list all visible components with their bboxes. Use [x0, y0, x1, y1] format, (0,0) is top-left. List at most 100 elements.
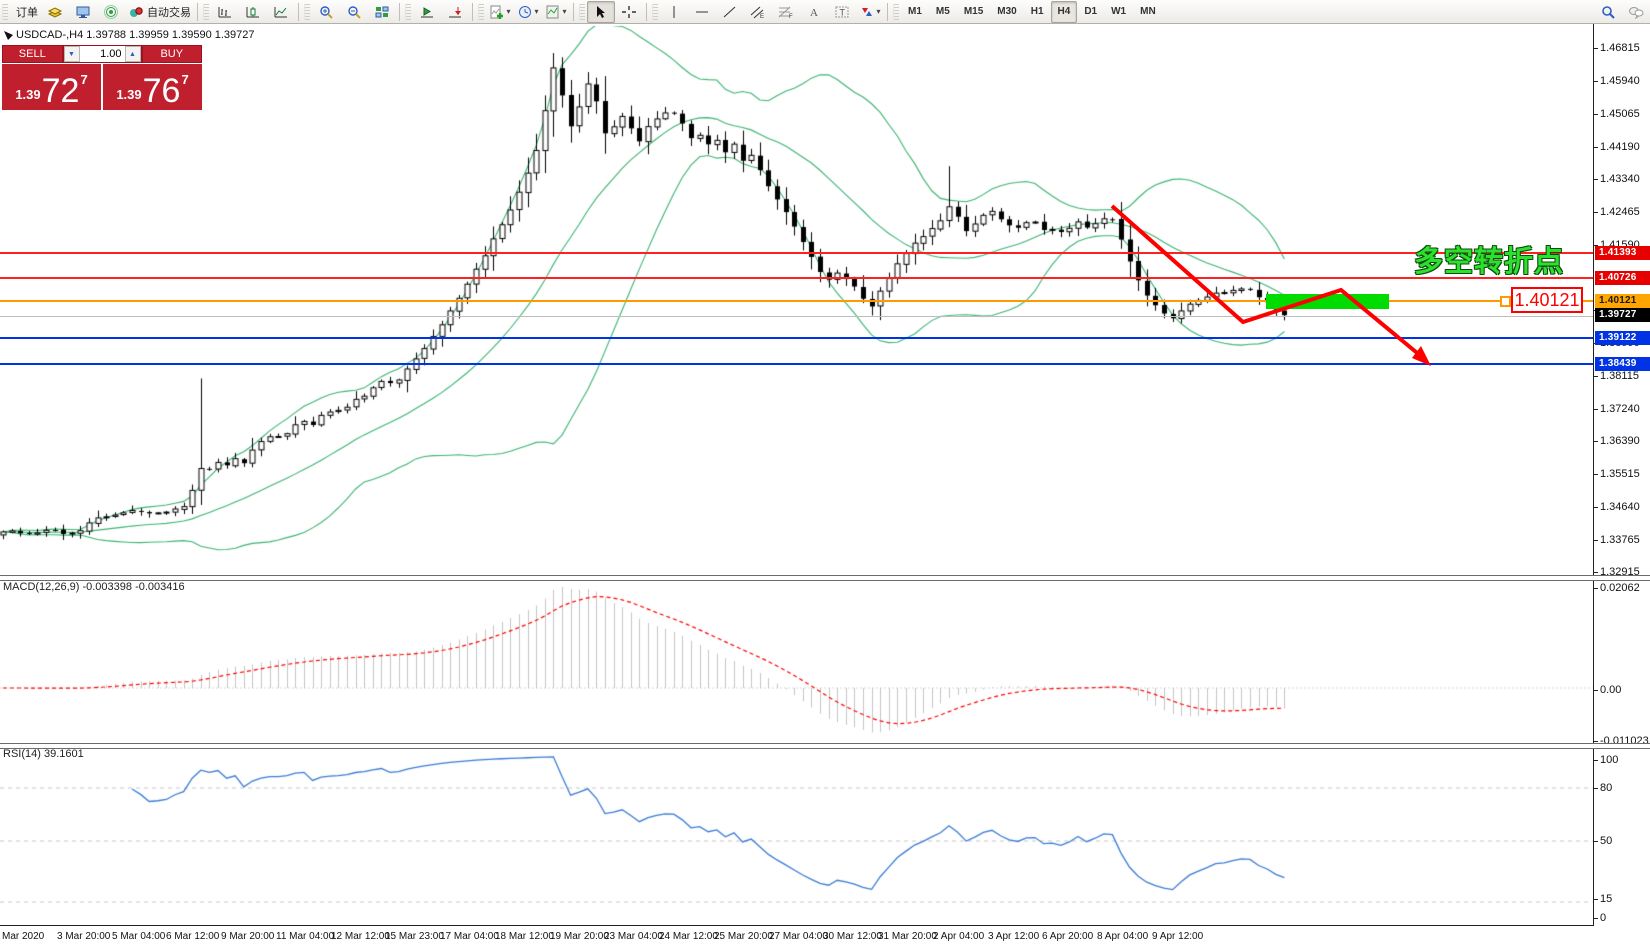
hline-1.38439[interactable] [0, 363, 1593, 365]
crosshair-button[interactable] [615, 1, 643, 23]
callout-anchor-marker [1500, 296, 1511, 307]
buy-button[interactable]: BUY [141, 45, 202, 63]
trend-line-button[interactable] [716, 1, 744, 23]
trend-icon [722, 5, 738, 19]
vline-icon [666, 5, 682, 19]
timeframe-d1-button[interactable]: D1 [1084, 6, 1098, 17]
autotrade-icon [128, 5, 144, 19]
search-button[interactable] [1594, 1, 1622, 23]
chart-shift-button[interactable] [441, 1, 469, 23]
price-tick-1.33765: 1.33765 [1600, 534, 1640, 546]
toolbar-separator [197, 2, 198, 21]
axis-tickmark [1593, 212, 1598, 213]
indicators-button[interactable]: ▾ [486, 1, 514, 23]
timeframe-m5-button[interactable]: M5 [935, 6, 950, 17]
market-book-button[interactable] [41, 1, 69, 23]
vertical-line-button[interactable] [660, 1, 688, 23]
volume-down-button[interactable]: ▼ [63, 46, 80, 62]
hline-1.39122[interactable] [0, 337, 1593, 339]
volume-up-button[interactable]: ▲ [124, 46, 141, 62]
chart-canvas[interactable] [0, 24, 1650, 948]
zoomout-icon [346, 5, 362, 19]
timeframe-m15-button[interactable]: M15 [963, 6, 984, 17]
equidistant-channel-button[interactable]: E [744, 1, 772, 23]
support-zone-rect[interactable] [1266, 294, 1389, 309]
time-label: 15 Mar 23:00 [385, 931, 444, 942]
timeframe-h1-button[interactable]: H1 [1030, 6, 1044, 17]
auto-trading-button[interactable]: 自动交易 [125, 1, 194, 23]
addind-icon [489, 5, 505, 19]
fibonacci-button[interactable]: F [772, 1, 800, 23]
periods-button[interactable]: ▾ [514, 1, 542, 23]
cursor-button[interactable] [587, 0, 615, 23]
auto-scroll-button[interactable] [413, 1, 441, 23]
candle-chart-button[interactable] [239, 1, 267, 23]
volume-input[interactable] [79, 46, 125, 62]
terminal-button[interactable] [69, 1, 97, 23]
sell-price[interactable]: 1.39 72 7 [2, 64, 101, 110]
chevron-down-icon: ▾ [876, 7, 881, 16]
buy-price[interactable]: 1.39 76 7 [103, 64, 202, 110]
bar-chart-button[interactable] [211, 1, 239, 23]
macd-pane-splitter[interactable] [0, 575, 1650, 581]
indicator-tick-0.02062: 0.02062 [1600, 582, 1640, 594]
axis-tickmark [1593, 918, 1598, 919]
axis-tickmark [1593, 588, 1598, 589]
price-label-1.40121: 1.40121 [1595, 294, 1650, 308]
timeframe-w1-button[interactable]: W1 [1111, 6, 1127, 17]
candle-icon [245, 5, 261, 19]
community-chat-button[interactable] [1622, 1, 1650, 23]
chevron-down-icon: ▾ [506, 7, 511, 16]
timeframe-h4-button[interactable]: H4 [1050, 0, 1078, 23]
text-button[interactable]: A [800, 1, 828, 23]
time-label: Mar 2020 [2, 931, 45, 942]
axis-tickmark [1593, 245, 1598, 246]
axis-tickmark [1593, 376, 1598, 377]
text-label-button[interactable]: T [828, 1, 856, 23]
time-label: 8 Apr 04:00 [1097, 931, 1149, 942]
autoscroll-icon [419, 5, 435, 19]
signal-button[interactable] [97, 1, 125, 23]
hline-1.41393[interactable] [0, 252, 1593, 254]
toolbar-grip [893, 3, 899, 20]
zoom-in-button[interactable] [312, 1, 340, 23]
time-axis-border [0, 925, 1594, 926]
turning-point-annotation[interactable]: 多空转折点 [1414, 246, 1565, 278]
sell-button[interactable]: SELL [2, 45, 63, 63]
indicator-tick-15: 15 [1600, 893, 1613, 905]
hline-1.39727[interactable] [0, 315, 1593, 317]
timeframe-m30-button[interactable]: M30 [997, 6, 1017, 17]
price-tick-1.42465: 1.42465 [1600, 206, 1640, 218]
toolbar-separator [399, 2, 400, 21]
toolbar-separator [573, 2, 574, 21]
sell-price-big: 72 [41, 72, 80, 110]
new-order-button[interactable]: 订单 [10, 1, 41, 23]
time-label: 9 Apr 12:00 [1152, 931, 1204, 942]
arrows-button[interactable]: ▾ [856, 1, 884, 23]
templates-button[interactable]: ▾ [542, 1, 570, 23]
monitor-icon [75, 5, 91, 19]
macd-label: MACD(12,26,9) -0.003398 -0.003416 [3, 581, 185, 593]
crosshair-icon [621, 5, 637, 19]
time-label: 19 Mar 20:00 [550, 931, 609, 942]
tiles-icon [374, 5, 390, 19]
hline-1.40121[interactable] [0, 300, 1593, 302]
hline-1.40726[interactable] [0, 277, 1593, 279]
line-chart-button[interactable] [267, 1, 295, 23]
axis-tickmark [1593, 179, 1598, 180]
timeframe-m1-button[interactable]: M1 [908, 6, 922, 17]
tile-windows-button[interactable] [368, 1, 396, 23]
price-callout-box[interactable]: 1.40121 [1511, 287, 1583, 313]
toolbar-grip [203, 3, 209, 20]
chartshift-icon [447, 5, 463, 19]
svg-text:A: A [810, 7, 818, 19]
horizontal-line-button[interactable] [688, 1, 716, 23]
axis-tickmark [1593, 572, 1598, 573]
zoom-out-button[interactable] [340, 1, 368, 23]
toolbar: 订单 自动交易 ▾ ▾ ▾ E F A T ▾ M1 M5 M15 M30 H1 H4 D1 W1 MN [0, 0, 1650, 24]
svg-text:F: F [789, 14, 793, 19]
rsi-pane-splitter[interactable] [0, 743, 1650, 749]
time-label: 9 Mar 20:00 [221, 931, 275, 942]
timeframe-mn-button[interactable]: MN [1140, 6, 1156, 17]
price-tick-1.37240: 1.37240 [1600, 403, 1640, 415]
